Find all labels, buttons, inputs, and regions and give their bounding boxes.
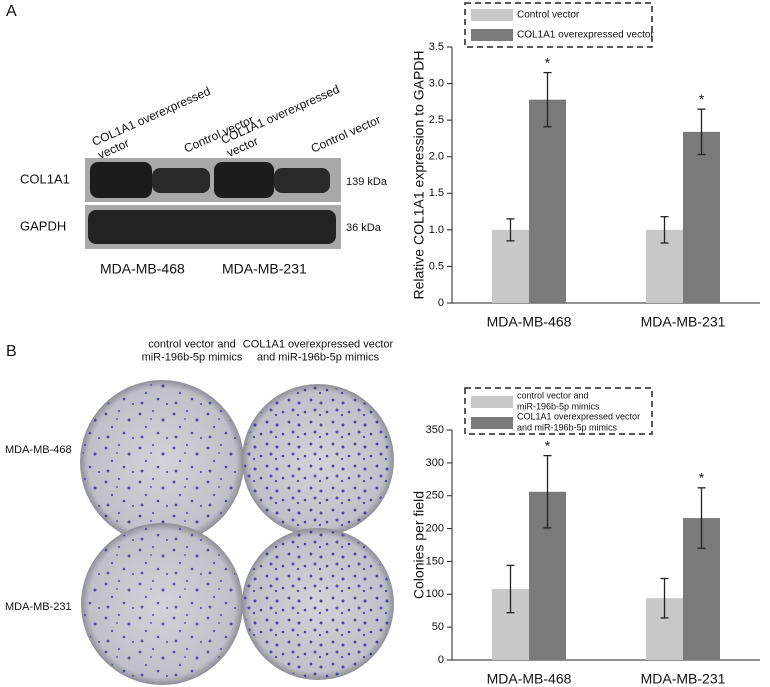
y-tick-label: 300 [426,457,444,469]
y-tick-label: 0 [438,654,444,666]
bar [492,229,529,303]
western-blot: COL1A1 overexpressedvector Control vecto… [20,82,388,277]
colonies [83,525,241,683]
column-header: COL1A1 overexpressed vector and miR-196b-… [243,338,394,363]
significance-mark: * [545,437,551,453]
y-tick-label: 150 [426,555,444,567]
y-tick-label: 3.5 [429,41,444,53]
legend-swatch [471,9,513,21]
blot-band [90,162,152,198]
colonies [244,386,392,534]
legend-label: control vector and miR-196b-5p mimics [517,391,600,412]
cell-line-label: MDA-MB-231 [222,261,307,277]
lane-label: Control vector [309,112,383,155]
panel-label: A [6,3,17,20]
bar [683,131,720,303]
band-size: 36 kDa [346,222,382,234]
significance-mark: * [699,91,705,107]
error-bar [660,577,669,619]
blot-row-label: GAPDH [20,218,66,233]
legend-swatch [471,29,513,41]
y-tick-label: 200 [426,522,444,534]
y-tick-label: 50 [432,621,444,633]
legend-label: COL1A1 overexpressed vector [517,30,654,41]
error-bar [660,216,669,244]
significance-mark: * [545,54,551,70]
x-tick-label: MDA-MB-231 [641,671,726,687]
error-bar [543,71,552,128]
y-tick-label: 0.5 [429,260,444,272]
error-bar [506,218,515,242]
lane-label: COL1A1 overexpressedvector [90,84,219,162]
colonies [82,382,242,542]
blot-band [88,210,336,244]
error-bar [543,454,552,529]
y-tick-label: 2.5 [429,114,444,126]
legend-label: Control vector [517,10,580,21]
blot-band [152,168,210,193]
error-bar [697,487,706,549]
y-tick-label: 1.5 [429,187,444,199]
row-label: MDA-MB-468 [5,444,72,456]
blot-band [214,162,274,198]
legend-swatch [471,417,513,429]
error-bar [697,108,706,156]
column-header: control vector and miR-196b-5p mimics [142,338,243,363]
legend-box [464,2,653,48]
legend-label: COL1A1 overexpressed vector and miR-196b-… [517,412,640,433]
blot-row-label: COL1A1 [20,171,70,186]
colonies [244,530,392,678]
y-tick-label: 250 [426,490,444,502]
row-label: MDA-MB-231 [5,601,72,613]
x-tick-label: MDA-MB-231 [641,314,726,330]
y-axis-label: Relative COL1A1 expression to GAPDH [411,51,427,300]
y-tick-label: 100 [426,588,444,600]
error-bar [506,564,515,614]
y-tick-label: 350 [426,424,444,436]
y-tick-label: 1.0 [429,224,444,236]
blot-band [274,168,330,193]
bar [529,99,566,303]
x-tick-label: MDA-MB-468 [487,671,572,687]
cell-line-label: MDA-MB-468 [100,261,185,277]
y-tick-label: 0 [438,297,444,309]
legend-swatch [471,396,513,408]
panel-label: B [6,343,17,360]
significance-mark: * [699,470,705,486]
x-tick-label: MDA-MB-468 [487,314,572,330]
colony-assay: control vector and miR-196b-5p mimics COL… [5,338,394,685]
legend-box [464,387,653,435]
y-axis-label: Colonies per field [411,491,427,599]
band-size: 139 kDa [346,176,388,188]
y-tick-label: 3.0 [429,77,444,89]
y-tick-label: 2.0 [429,151,444,163]
